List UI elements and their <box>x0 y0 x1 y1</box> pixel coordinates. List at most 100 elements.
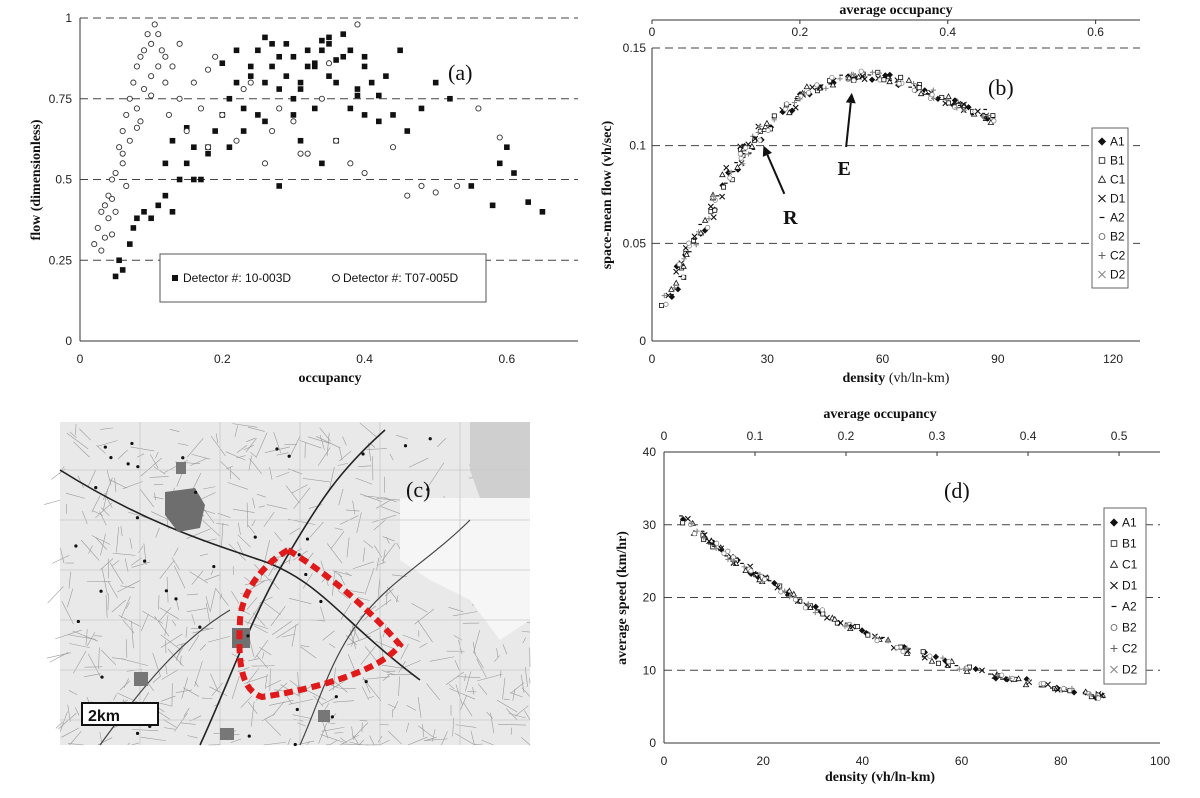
panel-a-point-10-003d <box>233 47 240 54</box>
panel-a-point-10-003d <box>183 160 190 167</box>
map-street <box>337 590 349 599</box>
panel-d-point <box>757 571 763 577</box>
panel-a-point-10-003d <box>376 118 382 125</box>
legend-entry-c1: C1 <box>1122 558 1138 572</box>
map-street <box>521 631 531 633</box>
map-station-dot <box>198 625 202 629</box>
map-street <box>352 500 356 515</box>
legend-marker-b1 <box>1110 540 1118 547</box>
panel-d-point <box>837 619 844 626</box>
map-street <box>210 435 226 456</box>
panel-b-point <box>951 97 959 104</box>
map-street <box>152 652 161 676</box>
map-street <box>91 495 101 513</box>
panel-b-point <box>686 240 692 246</box>
map-street <box>105 594 108 619</box>
map-street <box>236 444 248 453</box>
map-street <box>51 468 66 480</box>
map-street <box>130 446 155 452</box>
panel-d-point <box>1067 688 1073 694</box>
legend-entry-c2: C2 <box>1122 642 1138 656</box>
map-street <box>333 700 355 703</box>
map-street <box>107 581 118 599</box>
map-street <box>210 673 219 693</box>
map-street <box>472 641 476 654</box>
panel-b-point <box>876 70 883 76</box>
panel-d-point <box>1025 678 1032 685</box>
map-street <box>445 671 465 685</box>
legend-marker-b1 <box>1098 157 1106 164</box>
map-street <box>266 504 288 510</box>
map-station-dot <box>319 599 323 604</box>
map-major-road <box>199 429 386 746</box>
map-street <box>360 493 382 502</box>
panel-a-point-t07-005d <box>389 144 397 151</box>
panel-b-point <box>961 107 967 113</box>
panel-a-points <box>91 21 546 280</box>
map-street <box>79 428 91 441</box>
map-street <box>191 614 196 625</box>
panel-a-point-t07-005d <box>176 95 183 102</box>
legend-entry-d1: D1 <box>1122 579 1138 593</box>
map-street <box>512 688 516 701</box>
panel-d-point <box>872 634 878 640</box>
panel-a-point-10-003d <box>247 73 254 79</box>
legend-marker-d1 <box>1098 194 1106 203</box>
map-street <box>425 738 448 741</box>
map-street <box>522 637 527 644</box>
panel-d-point <box>858 627 866 634</box>
panel-d-point <box>778 589 784 595</box>
map-street <box>377 561 386 566</box>
map-street <box>407 736 428 746</box>
panel-b-point <box>728 169 734 175</box>
map-street <box>411 603 428 613</box>
map-street <box>382 674 390 681</box>
panel-a-point-t07-005d <box>333 137 340 144</box>
map-street <box>219 593 223 600</box>
panel-a-point-10-003d <box>468 183 475 189</box>
panel-b-point <box>881 77 887 83</box>
panel-d-point <box>927 653 933 659</box>
panel-b-point <box>743 145 749 151</box>
panel-b-point <box>740 161 746 167</box>
panel-b-point <box>719 171 726 178</box>
map-street <box>96 445 106 454</box>
panel-d-top-xtick-label: 0.4 <box>1020 429 1037 443</box>
map-street <box>120 585 135 589</box>
map-street <box>150 454 159 469</box>
map-street <box>107 593 109 611</box>
panel-d-point <box>849 623 856 630</box>
map-street <box>192 473 202 491</box>
map-street <box>402 634 421 643</box>
map-street <box>320 606 325 621</box>
map-street <box>221 522 224 548</box>
panel-a-ytick-label: 1 <box>65 11 72 25</box>
map-station-dot <box>109 455 113 460</box>
map-street <box>104 493 113 508</box>
map-street <box>55 629 82 640</box>
panel-d-point <box>805 601 811 607</box>
map-street <box>173 547 179 557</box>
panel-b-point <box>762 123 769 130</box>
map-street <box>338 488 344 506</box>
panel-d-point <box>1086 691 1092 697</box>
map-station-dot <box>174 597 178 601</box>
map-street <box>328 466 335 493</box>
panel-b-point <box>701 216 709 223</box>
map-street <box>297 722 306 727</box>
panel-d-point <box>935 660 941 666</box>
map-street <box>317 447 331 466</box>
panel-a-point-10-003d <box>162 192 169 199</box>
panel-b-point <box>665 292 672 299</box>
panel-a-point-10-003d <box>219 60 226 67</box>
map-street <box>419 642 428 648</box>
panel-a-point-t07-005d <box>165 111 172 118</box>
map-street <box>131 561 151 568</box>
legend-entry-b1: B1 <box>1110 154 1125 168</box>
map-street <box>85 629 88 645</box>
map-street <box>124 558 129 572</box>
map-street <box>117 449 128 460</box>
legend-marker-c2 <box>1098 252 1106 259</box>
map-street <box>329 739 338 746</box>
panel-d-point <box>874 638 880 644</box>
